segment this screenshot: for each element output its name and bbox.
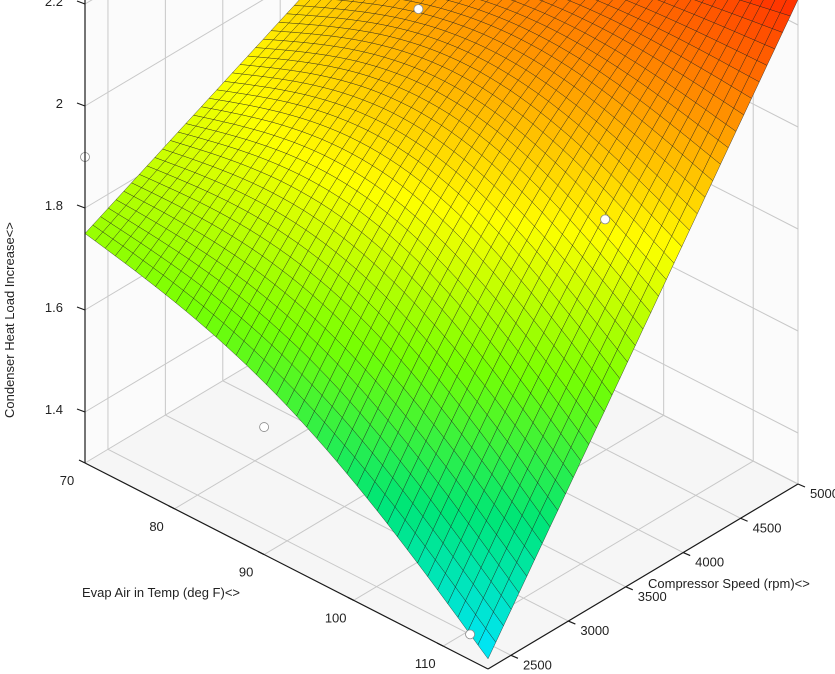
axes (76, 0, 806, 670)
z-tick-label: 2 (56, 96, 63, 111)
z-tick-label: 1.4 (45, 402, 63, 417)
data-point (465, 629, 475, 640)
data-point (259, 422, 270, 432)
z-tick-mark (76, 0, 86, 5)
z-axis-title: Condenser Heat Load Increase<> (2, 222, 17, 418)
y-tick-label: 3500 (638, 589, 667, 604)
y-tick-label: 2500 (523, 657, 552, 672)
x-tick-mark (168, 505, 175, 510)
x-axis-title: Evap Air in Temp (deg F)<> (82, 585, 240, 600)
y-grid-line (107, 448, 512, 656)
y-axis-line (487, 483, 799, 670)
z-tick-label: 1.6 (45, 300, 63, 315)
y-tick-mark (510, 654, 519, 659)
z-grid-line (84, 0, 264, 107)
surface-cell (477, 628, 497, 660)
x-tick-label: 70 (60, 473, 74, 488)
y-tick-mark (682, 551, 691, 557)
x-tick-mark (257, 551, 265, 556)
z-tick-mark (76, 102, 86, 107)
z-tick-label: 1.8 (45, 198, 63, 213)
x-tick-mark (436, 642, 444, 647)
z-tick-label: 2.2 (45, 0, 63, 9)
z-tick-mark (76, 306, 86, 311)
response-surface (84, 0, 799, 660)
y-tick-mark (797, 483, 806, 488)
y-tick-mark (568, 620, 576, 625)
y-tick-label: 5000 (810, 486, 835, 501)
y-tick-label: 4500 (753, 520, 782, 535)
z-tick-mark (76, 204, 86, 209)
x-tick-label: 100 (325, 610, 347, 625)
data-point (413, 4, 424, 15)
z-tick-mark (76, 408, 86, 413)
y-tick-label: 4000 (695, 555, 724, 570)
y-tick-mark (740, 517, 748, 522)
y-tick-mark (625, 586, 634, 591)
y-tick-label: 3000 (580, 623, 609, 638)
x-tick-label: 80 (149, 519, 163, 534)
x-tick-label: 90 (239, 565, 253, 580)
tick-labels: 70 80 90 100 110 2500 3000 3500 4000 4500 5000 1.4 1… (45, 0, 835, 672)
x-axis-line (84, 462, 489, 670)
x-tick-mark (78, 459, 86, 464)
data-point (600, 214, 611, 225)
x-tick-label: 110 (415, 656, 436, 671)
y-axis-title: Compressor Speed (rpm)<> (648, 576, 810, 591)
x-tick-mark (347, 596, 354, 601)
